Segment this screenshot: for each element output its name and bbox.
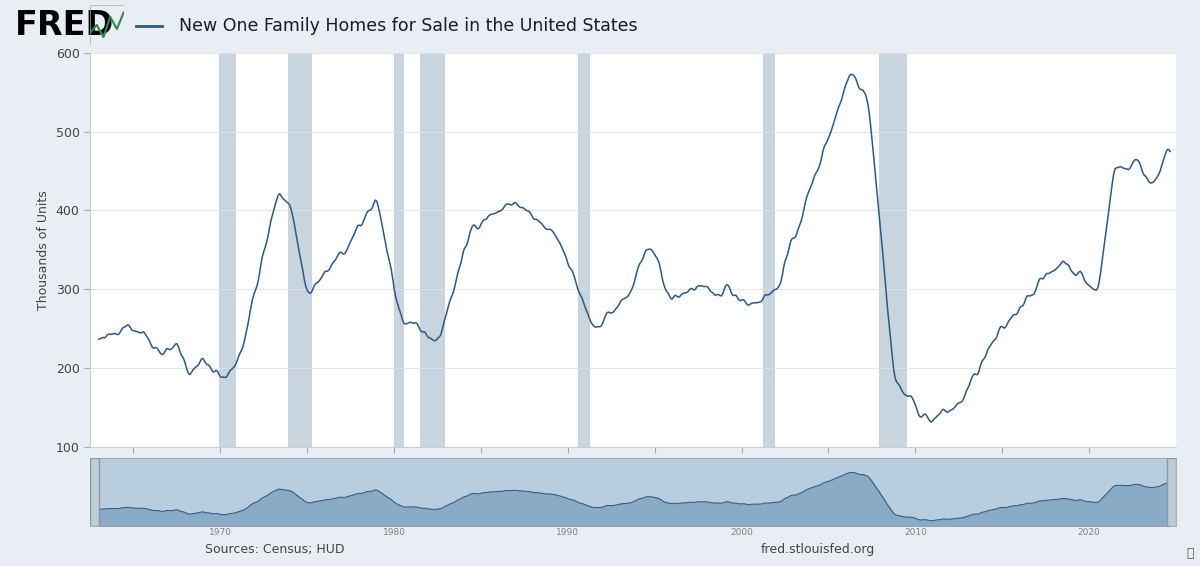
Bar	[420, 53, 445, 447]
Y-axis label: Thousands of Units: Thousands of Units	[37, 190, 50, 310]
Text: ⛶: ⛶	[1187, 547, 1194, 560]
Bar	[880, 53, 907, 447]
Text: fred.stlouisfed.org: fred.stlouisfed.org	[761, 543, 875, 556]
Bar	[394, 53, 404, 447]
Bar	[90, 458, 98, 526]
Bar	[218, 53, 236, 447]
Text: Sources: Census; HUD: Sources: Census; HUD	[205, 543, 344, 556]
Bar	[1168, 458, 1176, 526]
Text: FRED: FRED	[14, 10, 114, 42]
Bar	[578, 53, 589, 447]
Text: New One Family Homes for Sale in the United States: New One Family Homes for Sale in the Uni…	[168, 17, 637, 35]
Bar	[763, 53, 775, 447]
Bar	[288, 53, 312, 447]
